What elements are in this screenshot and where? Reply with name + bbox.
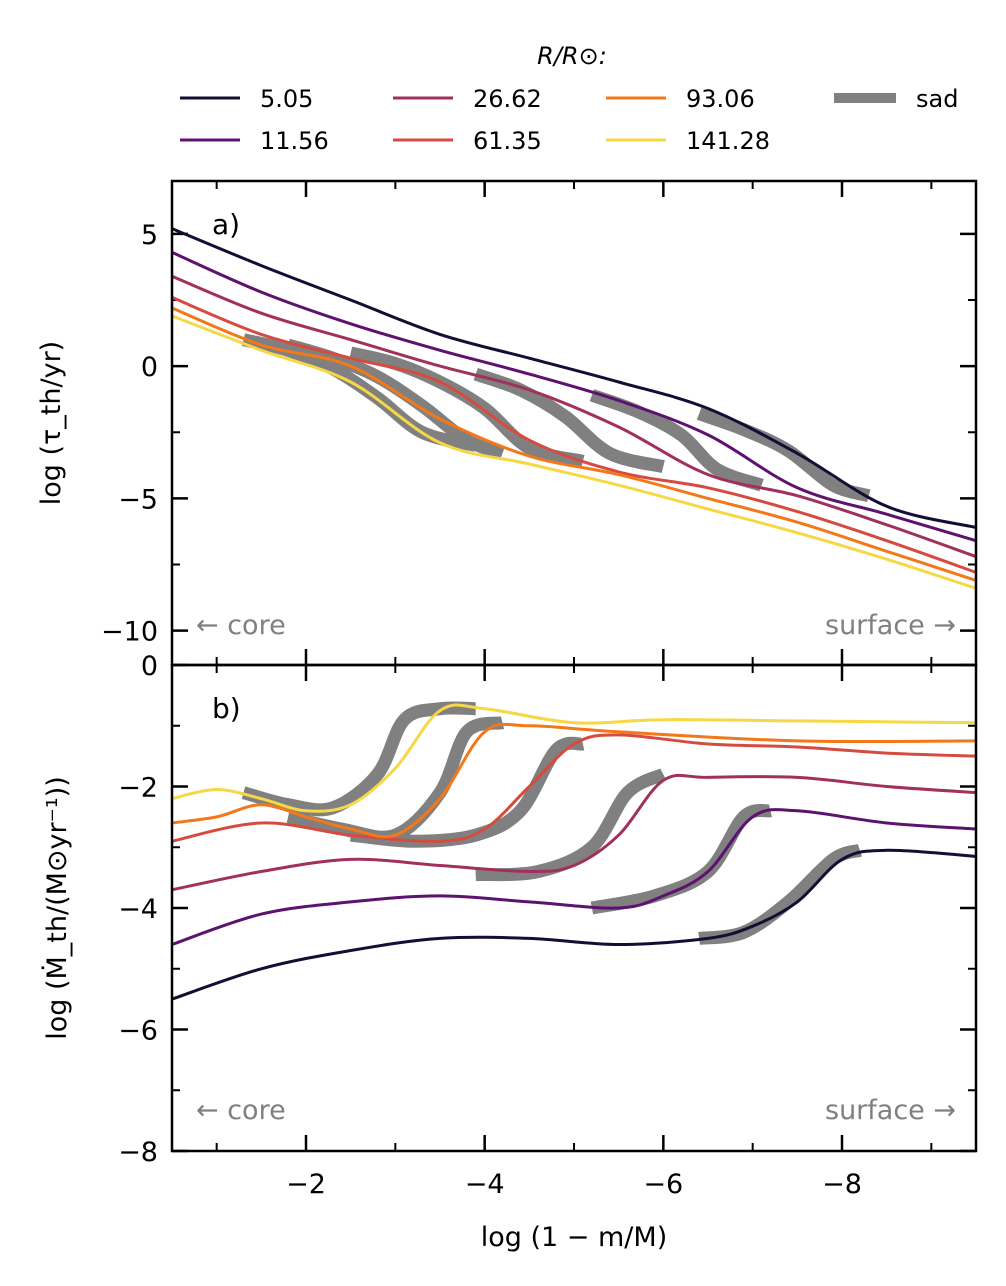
legend-title: R/R⊙:: [537, 42, 607, 70]
panel-a-series-5.05: [172, 227, 976, 529]
panel-a-sad-segment-11.56: [589, 389, 764, 492]
panel-b-surface-annotation: surface →: [825, 1095, 956, 1126]
legend-label-1: 11.56: [260, 127, 329, 155]
panel-b-sad-segment-5.05: [698, 843, 862, 945]
legend-label-5: 141.28: [686, 127, 770, 155]
legend-label-2: 26.62: [473, 85, 542, 113]
panel-b-series-5.05: [172, 848, 976, 1001]
panel-b-ytick-label-1: −2: [118, 773, 158, 804]
panel-a-ytick-label-2: −5: [118, 484, 158, 515]
panel-b-ytick-label-3: −6: [118, 1016, 158, 1047]
panel-b-ytick-label-0: 0: [141, 651, 158, 682]
panel-a-surface-annotation: surface →: [825, 610, 956, 641]
panel-b-ytick-label-4: −8: [118, 1137, 158, 1168]
panel-b-ytick-label-2: −4: [118, 894, 158, 925]
panel-a-series-61.35: [172, 296, 976, 574]
panel-b-sad-segment-26.62: [475, 768, 667, 882]
panel-a-lines-layer: [172, 227, 976, 590]
panel-a-sad-segment-5.05: [696, 407, 871, 503]
panel-a-series-93.06: [172, 306, 976, 582]
panel-a-ytick-label-3: −10: [101, 617, 158, 648]
legend-label-4: 93.06: [686, 85, 755, 113]
panel-b-sad-segment-93.06: [286, 716, 505, 844]
panel-a-series-26.62: [172, 274, 976, 559]
panel-b-series-93.06: [172, 722, 976, 839]
legend-label-0: 5.05: [260, 85, 313, 113]
panel-b-lines-layer: [172, 703, 976, 1001]
panel-a-sad-layer: [241, 333, 871, 503]
legend-label-3: 61.35: [473, 127, 542, 155]
panel-b-series-26.62: [172, 773, 976, 892]
panel-a-series-141.28: [172, 314, 976, 590]
legend: R/R⊙: 5.05 11.56 26.62 61.35 93.06 141.2…: [180, 42, 958, 155]
panel-a-core-annotation: ← core: [196, 610, 286, 641]
panel-b-sad-segment-141.28: [241, 701, 476, 817]
panel-b-xtick-label-2: −6: [643, 1169, 683, 1200]
panel-b-ylabel: log (Ṁ_th/(M⊙yr⁻¹)): [41, 776, 73, 1040]
panel-b-sad-layer: [241, 701, 862, 945]
panel-a: 5 0 −5 −10 a) ← core surface → log (τ_th/yr…: [36, 179, 978, 667]
panel-b-frame: [170, 663, 978, 1153]
panel-b-series-11.56: [172, 808, 976, 946]
panel-a-ytick-label-0: 5: [141, 220, 158, 251]
panel-a-label: a): [212, 208, 240, 241]
panel-b: 0 −2 −4 −6 −8 −2 −4 −6 −8 b) ← core surface → lo…: [41, 651, 978, 1253]
panel-b-xtick-label-0: −2: [286, 1169, 326, 1200]
panel-b-label: b): [212, 692, 241, 725]
panel-a-series-11.56: [172, 251, 976, 543]
panel-a-ylabel: log (τ_th/yr): [36, 341, 67, 505]
panel-b-xtick-label-1: −4: [465, 1169, 505, 1200]
legend-label-sad: sad: [916, 85, 958, 113]
x-axis-label: log (1 − m/M): [481, 1222, 667, 1253]
panel-b-xtick-label-3: −8: [822, 1169, 862, 1200]
panel-a-ticks: 5 0 −5 −10: [101, 181, 976, 665]
panel-b-core-annotation: ← core: [196, 1095, 286, 1126]
panel-a-ytick-label-1: 0: [141, 352, 158, 383]
panel-b-series-61.35: [172, 733, 976, 843]
panel-b-series-141.28: [172, 703, 976, 813]
